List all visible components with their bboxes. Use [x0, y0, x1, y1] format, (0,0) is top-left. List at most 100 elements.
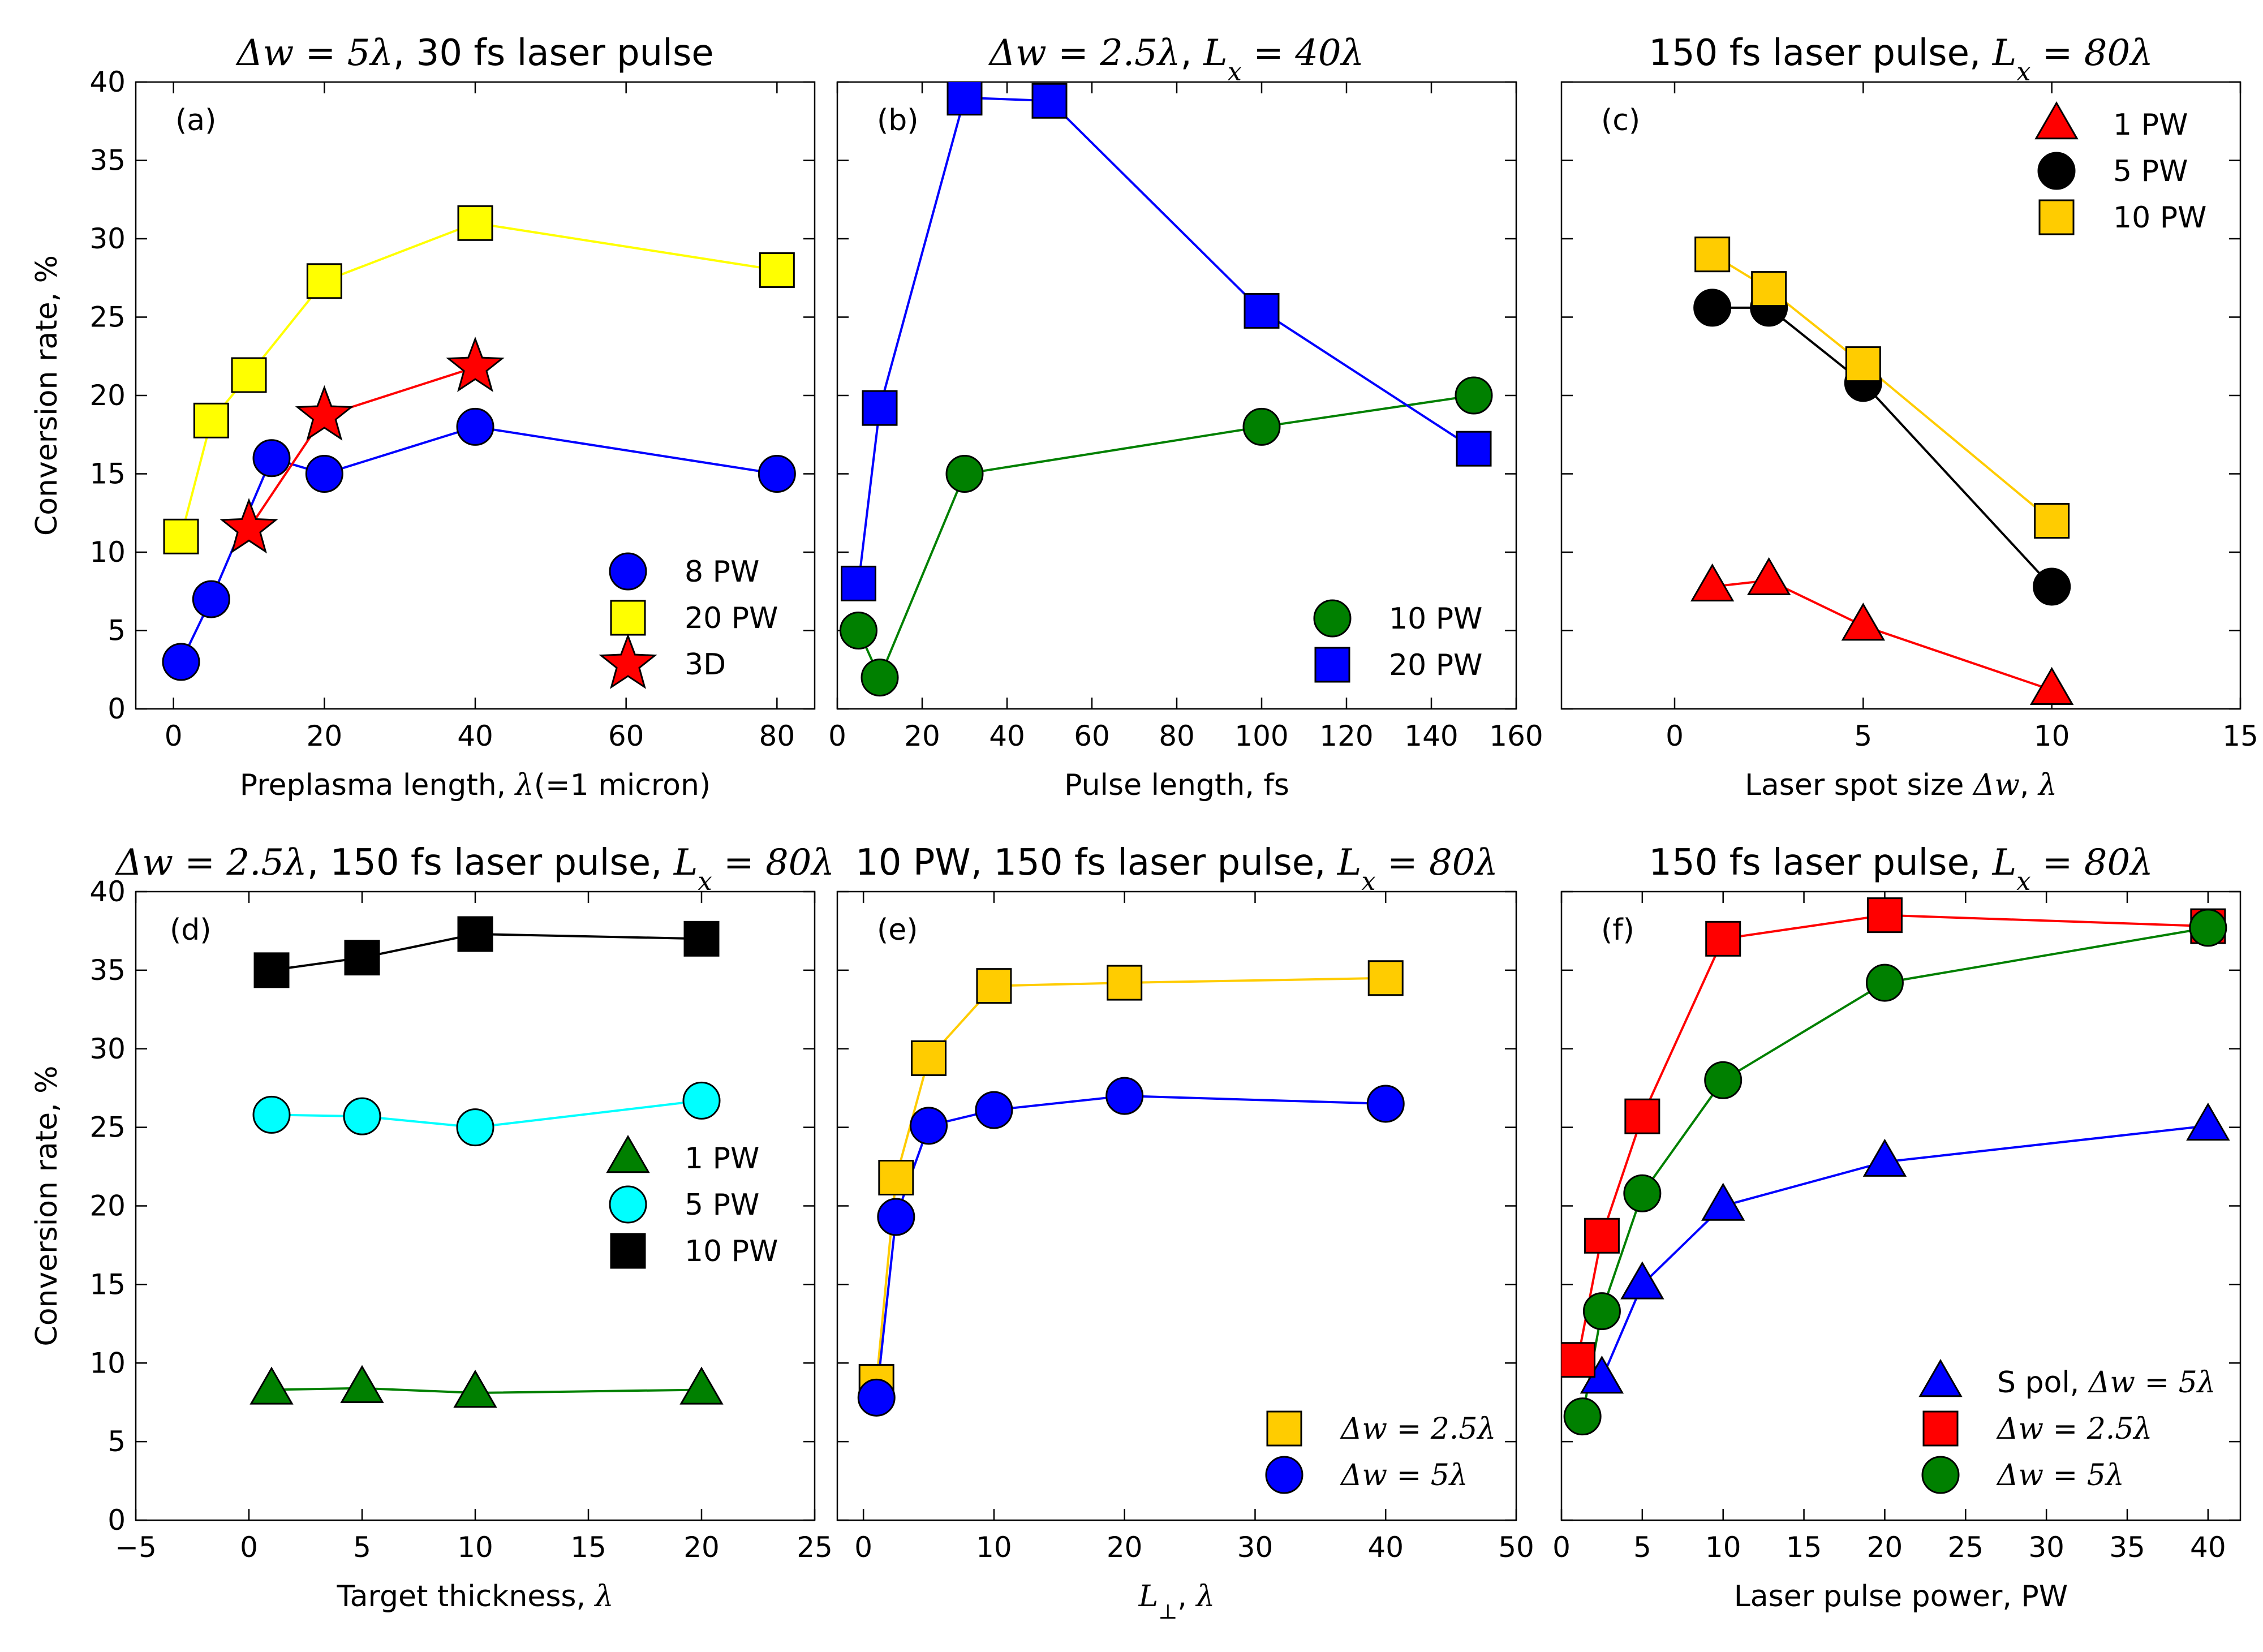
data-point — [1841, 603, 1886, 641]
panel-title: Δw = 2.5λ, Lx = 40λ — [988, 32, 1364, 87]
data-point — [193, 402, 229, 438]
y-tick-label: 25 — [89, 301, 126, 334]
y-tick-label: 30 — [89, 222, 126, 255]
data-point — [457, 916, 493, 952]
data-point — [1105, 1077, 1144, 1115]
legend-label: 3D — [685, 648, 726, 682]
data-point — [1690, 563, 1735, 602]
x-tick-label: 0 — [240, 1531, 258, 1564]
data-point — [192, 580, 230, 618]
x-tick-label: 60 — [608, 720, 644, 752]
data-point — [878, 1160, 914, 1196]
x-tick-label: 10 — [976, 1531, 1012, 1564]
x-tick-label: 20 — [683, 1531, 720, 1564]
panel-e: 0 10 20 30 40 50 L⊥, λ 10 PW, 150 fs laser puls… — [836, 842, 1534, 1624]
panel-f: 0 5 10 15 20 25 30 35 40 Laser pulse power, PW 150… — [1552, 842, 2242, 1614]
y-tick-label: 10 — [89, 536, 126, 569]
y-tick-label: 5 — [107, 1425, 126, 1458]
x-tick-label: 40 — [2190, 1531, 2226, 1564]
data-point — [1623, 1174, 1662, 1212]
data-point — [1582, 1292, 1621, 1331]
panel-title: 150 fs laser pulse, Lx = 80λ — [1649, 32, 2153, 87]
legend-marker — [2034, 101, 2079, 140]
x-tick-label: 15 — [1786, 1531, 1822, 1564]
panel-label: (c) — [1601, 104, 1640, 137]
x-tick-label: 160 — [1489, 720, 1543, 752]
data-point — [456, 1108, 494, 1147]
legend-marker — [2037, 152, 2076, 190]
data-point — [1866, 897, 1903, 933]
data-point — [911, 1040, 947, 1076]
data-point — [231, 357, 267, 393]
data-point — [1242, 407, 1281, 446]
legend-marker — [1918, 1358, 1963, 1397]
data-point — [252, 1095, 291, 1134]
x-tick-label: 25 — [1947, 1531, 1984, 1564]
legend-label: 10 PW — [1389, 602, 1482, 636]
data-point — [253, 952, 290, 988]
x-tick-label: 40 — [1367, 1531, 1404, 1564]
data-point — [1694, 236, 1731, 273]
legend-label: 20 PW — [685, 601, 778, 635]
legend-marker — [1313, 599, 1352, 638]
data-point — [1366, 1085, 1405, 1123]
y-tick-label: 35 — [89, 954, 126, 987]
legend-label: 10 PW — [2113, 201, 2206, 235]
legend: 10 PW 20 PW — [1313, 599, 1482, 683]
x-axis-label: L⊥, λ — [1138, 1580, 1215, 1624]
x-tick-label: 35 — [2109, 1531, 2145, 1564]
legend-marker — [1265, 1456, 1303, 1494]
x-tick-label: 0 — [828, 720, 846, 752]
data-point — [1862, 1138, 1907, 1177]
data-point — [220, 498, 278, 554]
legend-marker — [610, 1233, 646, 1269]
x-tick-label: 30 — [2028, 1531, 2064, 1564]
data-point — [249, 1366, 294, 1405]
data-point — [1693, 289, 1732, 327]
x-tick-label: 120 — [1319, 720, 1373, 752]
series-line — [875, 1095, 1386, 1398]
x-tick-label: 0 — [854, 1531, 872, 1564]
x-tick-label: 10 — [457, 1531, 493, 1564]
data-point — [1704, 1061, 1743, 1099]
y-axis-label: Conversion rate, % — [30, 1065, 64, 1346]
y-axis-label: Conversion rate, % — [30, 255, 64, 536]
legend-label: 5 PW — [685, 1188, 759, 1222]
data-point — [1367, 960, 1404, 996]
x-axis-label: Pulse length, fs — [1064, 768, 1289, 802]
x-tick-label: 50 — [1498, 1531, 1534, 1564]
x-tick-label: 20 — [904, 720, 940, 752]
y-tick-label: 0 — [107, 1504, 126, 1537]
legend-marker — [1314, 647, 1350, 683]
x-tick-label: −5 — [115, 1531, 157, 1564]
legend-label: 8 PW — [685, 555, 759, 589]
legend-marker — [1922, 1410, 1959, 1447]
series-line — [857, 96, 1475, 584]
data-point — [976, 968, 1012, 1004]
data-point — [453, 1370, 497, 1408]
y-tick-label: 5 — [107, 614, 126, 647]
data-point — [1455, 376, 1493, 415]
legend-marker — [1921, 1456, 1960, 1494]
y-tick-label: 30 — [89, 1032, 126, 1065]
panel-title: Δw = 2.5λ, 150 fs laser pulse, Lx = 80λ — [114, 842, 834, 896]
legend-label: Δw = 5λ — [1996, 1459, 2124, 1492]
legend-marker — [610, 600, 646, 636]
data-point — [1107, 965, 1143, 1001]
data-point — [683, 920, 720, 957]
data-point — [457, 205, 493, 241]
legend: 8 PW 20 PW 3D — [599, 552, 778, 689]
y-tick-label: 40 — [89, 66, 126, 98]
data-point — [1244, 292, 1280, 329]
series-line — [1712, 306, 2053, 588]
x-axis-label: Target thickness, λ — [336, 1580, 613, 1614]
data-point — [1624, 1098, 1660, 1134]
data-point — [163, 518, 199, 554]
legend-label: 1 PW — [685, 1142, 759, 1176]
data-point — [758, 455, 796, 493]
x-tick-label: 60 — [1074, 720, 1110, 752]
data-point — [305, 455, 343, 493]
x-axis-label: Laser pulse power, PW — [1734, 1580, 2068, 1614]
